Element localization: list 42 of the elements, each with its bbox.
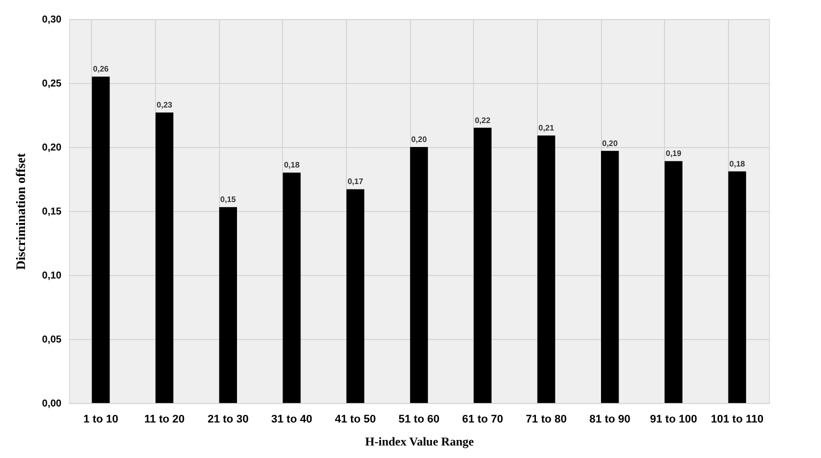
x-tick-label: 1 to 10 [83, 414, 118, 426]
x-tick-label: 71 to 80 [526, 414, 567, 426]
y-tick-label: 0,20 [42, 142, 62, 154]
y-tick-label: 0,30 [42, 14, 62, 26]
data-label: 0,22 [474, 116, 491, 125]
y-tick-label: 0,15 [42, 206, 62, 218]
x-tick-label: 101 to 110 [710, 414, 764, 426]
x-tick-label: 41 to 50 [334, 414, 376, 426]
bar [156, 112, 174, 403]
x-tick-label: 31 to 40 [271, 414, 312, 426]
bar [664, 161, 682, 403]
data-label: 0,21 [538, 123, 555, 132]
bar [410, 147, 428, 403]
bar [537, 135, 556, 403]
bar [92, 76, 110, 403]
data-label: 0,20 [602, 138, 618, 148]
x-tick-label: 61 to 70 [462, 414, 504, 426]
data-label: 0,15 [220, 195, 236, 204]
y-tick-label: 0,10 [42, 270, 62, 282]
bar [346, 189, 364, 403]
x-axis-title: H-index Value Range [365, 434, 475, 448]
y-tick-label: 0,05 [42, 334, 62, 346]
y-tick-label: 0,00 [42, 398, 62, 410]
data-label: 0,18 [284, 160, 300, 170]
data-label: 0,20 [411, 135, 428, 144]
x-tick-label: 21 to 30 [208, 414, 249, 426]
data-label: 0,23 [156, 100, 173, 110]
x-tick-label: 51 to 60 [398, 414, 440, 426]
data-label: 0,18 [729, 159, 746, 168]
bar [282, 172, 301, 403]
y-axis-title: Discrimination offset [13, 152, 28, 270]
bar [728, 171, 746, 403]
data-label: 0,19 [666, 149, 682, 158]
x-tick-label: 91 to 100 [650, 414, 698, 426]
bar [474, 128, 492, 403]
data-label: 0,17 [348, 177, 364, 186]
y-tick-label: 0,25 [42, 78, 62, 90]
bar [219, 207, 237, 403]
data-label: 0,26 [93, 64, 110, 74]
x-tick-label: 81 to 90 [589, 414, 630, 426]
x-tick-label: 11 to 20 [144, 414, 185, 426]
bar [601, 150, 619, 403]
